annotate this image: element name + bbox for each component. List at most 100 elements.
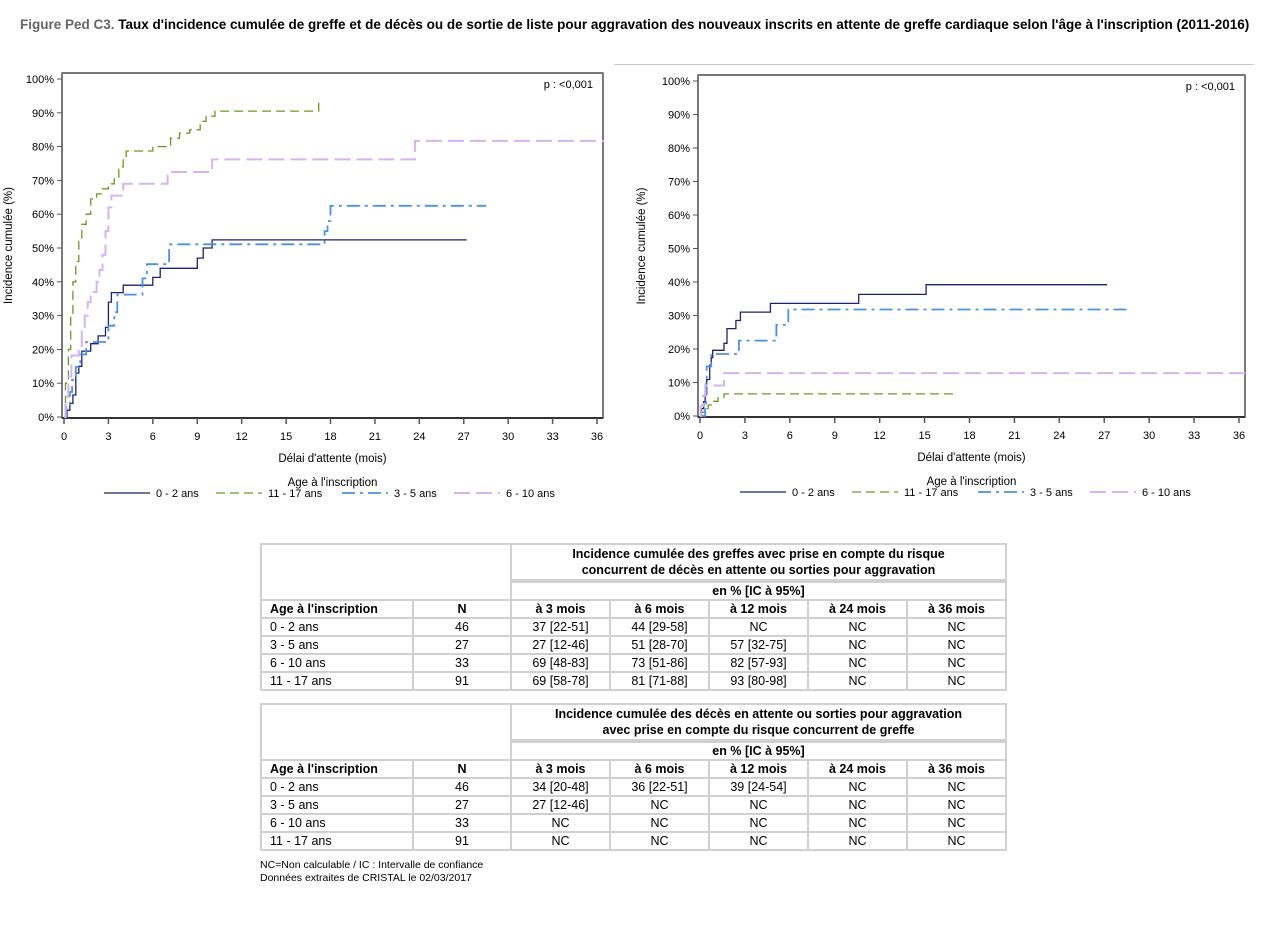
plot-frame — [697, 74, 1246, 418]
y-tick-label: 100% — [662, 76, 690, 88]
charts-canvas: 0%10%20%30%40%50%60%70%80%90%100%0 3 6 9 12 1… — [3, 72, 1247, 500]
table-cell: 33 — [412, 653, 512, 673]
table-cell: 46 — [412, 617, 512, 637]
legend-title: Age à l'inscription — [927, 476, 1017, 488]
y-tick-label: 70% — [32, 175, 54, 187]
table-cell: 27 — [412, 635, 512, 655]
column-header: à 24 mois — [807, 599, 908, 619]
x-tick-label: 24 — [413, 431, 425, 443]
x-tick-label: 9 — [832, 430, 838, 442]
table-cell: 11 - 17 ans — [260, 671, 414, 691]
y-tick-label: 50% — [32, 243, 54, 255]
table-cell: NC — [609, 831, 710, 851]
column-header: à 3 mois — [510, 599, 611, 619]
x-tick-label: 30 — [502, 431, 514, 443]
y-axis-label: Incidence cumulée (%) — [636, 187, 648, 304]
table-cell: 37 [22-51] — [510, 617, 611, 637]
table-cell: NC — [510, 813, 611, 833]
table-cell: 6 - 10 ans — [260, 653, 414, 673]
legend-label-11-17: 11 - 17 ans — [268, 488, 323, 500]
x-tick-label: 15 — [918, 430, 930, 442]
table-cell: NC — [807, 653, 908, 673]
series-line-3-5 — [64, 204, 486, 418]
x-tick-label: 18 — [963, 430, 975, 442]
table-row: 3 - 5 ans 27 27 [12-46] NC NC NC NC — [260, 795, 1007, 815]
x-tick-label: 21 — [369, 431, 381, 443]
legend-label-6-10: 6 - 10 ans — [1142, 487, 1191, 499]
table-cell: 69 [58-78] — [510, 671, 611, 691]
table-cell: 0 - 2 ans — [260, 617, 414, 637]
y-tick-label: 60% — [32, 209, 54, 221]
x-tick-label: 27 — [458, 431, 470, 443]
table-cell: 91 — [412, 671, 512, 691]
table-title-line1: Incidence cumulée des greffes avec prise… — [572, 547, 945, 561]
table-cell: 44 [29-58] — [609, 617, 710, 637]
table-corner — [260, 543, 512, 601]
y-tick-label: 50% — [668, 244, 690, 256]
table-cell: NC — [510, 831, 611, 851]
y-tick-label: 90% — [32, 108, 54, 120]
table-row: 11 - 17 ans 91 69 [58-78] 81 [71-88] 93 [80-… — [260, 671, 1007, 691]
table-cell: NC — [906, 635, 1007, 655]
y-tick-label: 100% — [26, 74, 54, 86]
figure-title: Figure Ped C3. Taux d'incidence cumulée … — [20, 16, 1250, 33]
table-cell: 51 [28-70] — [609, 635, 710, 655]
column-header: à 36 mois — [906, 599, 1007, 619]
column-header: à 6 mois — [609, 599, 710, 619]
footnote-source: Données extraites de CRISTAL le 02/03/20… — [260, 872, 472, 884]
footnotes: NC=Non calculable / IC : Intervalle de c… — [260, 859, 483, 885]
divider — [614, 64, 1254, 65]
series-line-0-2 — [700, 284, 1108, 417]
table-cell: 39 [24-54] — [708, 777, 809, 797]
table-cell: NC — [708, 813, 809, 833]
table-cell: 6 - 10 ans — [260, 813, 414, 833]
table-cell: NC — [906, 795, 1007, 815]
y-tick-label: 20% — [668, 344, 690, 356]
x-tick-label: 27 — [1098, 430, 1110, 442]
legend-label-3-5: 3 - 5 ans — [394, 488, 437, 500]
y-tick-label: 30% — [32, 311, 54, 323]
footnote-nc: NC=Non calculable / IC : Intervalle de c… — [260, 859, 484, 871]
table-cell: NC — [807, 671, 908, 691]
series-line-6-10 — [699, 372, 1247, 417]
table-cell: NC — [807, 795, 908, 815]
legend-title: Age à l'inscription — [288, 477, 378, 489]
x-tick-label: 3 — [105, 431, 111, 443]
table-unit: en % [IC à 95%] — [510, 581, 1007, 601]
y-tick-label: 20% — [32, 344, 54, 356]
table-cell: 82 [57-93] — [708, 653, 809, 673]
x-tick-label: 18 — [324, 431, 336, 443]
x-tick-label: 12 — [236, 431, 248, 443]
x-tick-label: 24 — [1053, 430, 1065, 442]
table-cell: NC — [807, 635, 908, 655]
table-cell: NC — [906, 617, 1007, 637]
table-cell: 11 - 17 ans — [260, 831, 414, 851]
table-row: 6 - 10 ans 33 69 [48-83] 73 [51-86] 82 [57-9… — [260, 653, 1007, 673]
table-cell: 36 [22-51] — [609, 777, 710, 797]
table-cell: NC — [807, 617, 908, 637]
y-tick-label: 90% — [668, 110, 690, 122]
table-cell: NC — [807, 831, 908, 851]
table-cell: 0 - 2 ans — [260, 777, 414, 797]
table-unit: en % [IC à 95%] — [510, 741, 1007, 761]
table-cell: NC — [609, 813, 710, 833]
table-corner — [260, 703, 512, 761]
table-cell: NC — [708, 795, 809, 815]
column-header: Age à l'inscription — [260, 759, 414, 779]
x-tick-label: 33 — [1188, 430, 1200, 442]
x-tick-label: 6 — [787, 430, 793, 442]
column-header: à 12 mois — [708, 599, 809, 619]
y-tick-label: 30% — [668, 311, 690, 323]
legend-label-3-5: 3 - 5 ans — [1030, 487, 1073, 499]
table-cell: 33 — [412, 813, 512, 833]
series-line-11-17 — [700, 393, 955, 417]
y-tick-label: 10% — [32, 378, 54, 390]
table-cell: 93 [80-98] — [708, 671, 809, 691]
table-row: 0 - 2 ans 46 37 [22-51] 44 [29-58] NC NC NC — [260, 617, 1007, 637]
column-header: N — [412, 759, 512, 779]
table-cell: 91 — [412, 831, 512, 851]
table-cell: NC — [906, 813, 1007, 833]
table-cell: 3 - 5 ans — [260, 635, 414, 655]
column-header: à 24 mois — [807, 759, 908, 779]
